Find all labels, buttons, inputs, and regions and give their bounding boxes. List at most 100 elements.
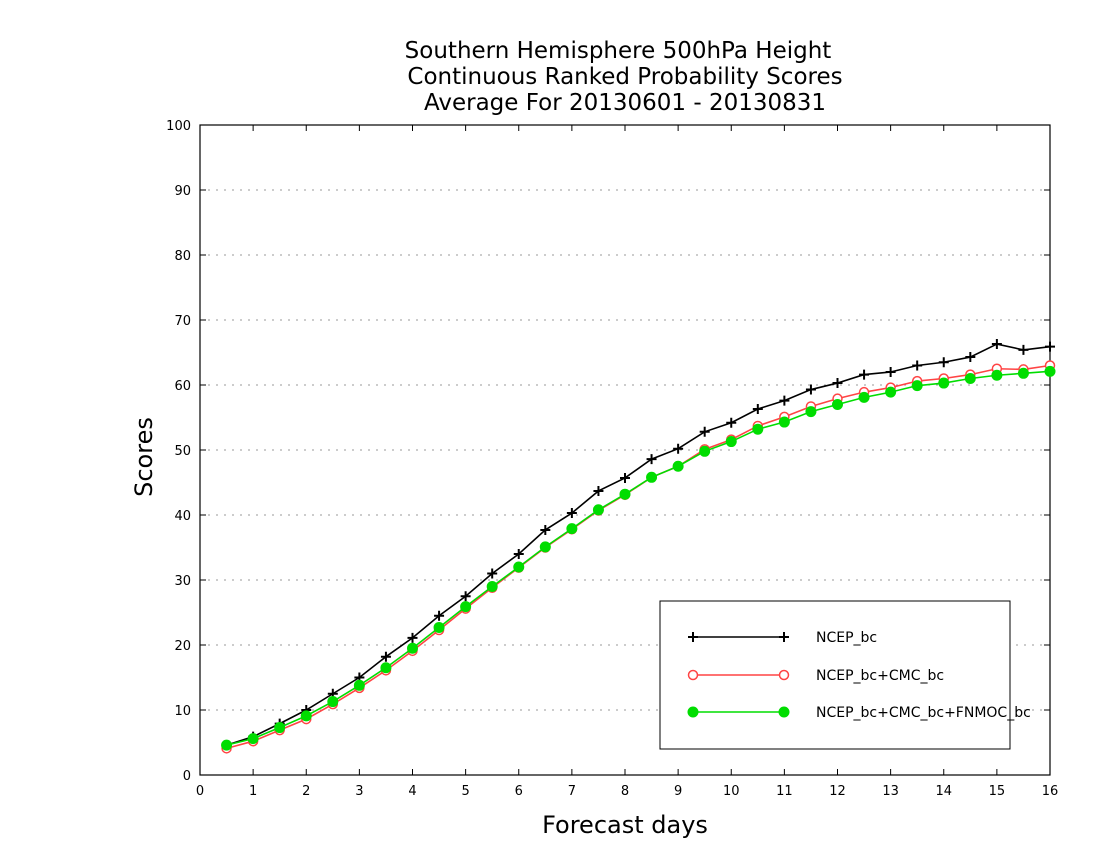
y-tick-label: 0 <box>183 769 191 784</box>
data-point-series-1 <box>832 378 843 389</box>
x-tick-label: 12 <box>829 784 846 799</box>
data-point-series-3 <box>247 733 259 745</box>
data-point-series-3 <box>407 642 418 654</box>
data-point-series-3 <box>327 696 339 708</box>
y-axis-label: Scores <box>130 417 158 497</box>
data-point-series-3 <box>911 380 923 392</box>
data-point-series-1 <box>566 508 577 519</box>
x-tick-label: 10 <box>723 784 740 799</box>
data-point-series-1 <box>434 610 445 621</box>
data-point-series-3 <box>274 722 286 734</box>
data-point-series-3 <box>539 541 551 553</box>
legend-marker <box>688 632 698 642</box>
x-tick-label: 7 <box>568 784 576 799</box>
legend-label: NCEP_bc+CMC_bc+FNMOC_bc <box>816 705 1031 721</box>
data-point-series-3 <box>858 391 870 403</box>
data-point-series-3 <box>646 471 658 483</box>
grid-lines <box>200 189 1050 711</box>
data-point-series-3 <box>433 621 445 633</box>
x-tick-label: 16 <box>1042 784 1059 799</box>
data-point-series-3 <box>1044 365 1056 377</box>
data-point-series-3 <box>592 504 604 516</box>
data-point-series-1 <box>540 524 551 535</box>
data-point-series-1 <box>965 352 976 363</box>
data-point-series-3 <box>619 488 631 500</box>
data-point-series-3 <box>460 601 472 613</box>
data-point-series-3 <box>300 710 312 722</box>
data-point-series-3 <box>938 377 950 389</box>
legend: NCEP_bc NCEP_bc+CMC_bc NCEP_bc+CMC_bc+FNMO… <box>659 600 1031 750</box>
y-tick-label: 20 <box>174 639 191 654</box>
legend-label: NCEP_bc <box>816 630 877 646</box>
data-point-series-3 <box>672 460 684 472</box>
data-point-series-3 <box>752 423 764 435</box>
x-tick-label: 13 <box>882 784 899 799</box>
data-point-series-3 <box>1017 367 1029 379</box>
data-point-series-1 <box>726 417 737 428</box>
data-point-series-3 <box>566 523 578 535</box>
legend-items: NCEP_bc NCEP_bc+CMC_bc NCEP_bc+CMC_bc+FNMO… <box>687 630 1031 721</box>
legend-marker <box>778 669 790 681</box>
series-line-1 <box>226 343 1051 746</box>
data-point-series-1 <box>779 395 790 406</box>
chart-title-line-1: Southern Hemisphere 500hPa Height <box>405 38 832 64</box>
legend-marker <box>687 706 699 718</box>
x-tick-label: 1 <box>249 784 257 799</box>
x-tick-label: 8 <box>621 784 629 799</box>
x-tick-label: 15 <box>989 784 1006 799</box>
legend-label: NCEP_bc+CMC_bc <box>816 668 944 684</box>
x-axis-label: Forecast days <box>542 811 708 839</box>
x-tick-label: 9 <box>674 784 682 799</box>
legend-marker <box>687 669 699 681</box>
x-tick-label: 6 <box>515 784 523 799</box>
data-point-series-1 <box>752 404 763 415</box>
data-point-series-3 <box>513 561 525 573</box>
data-point-series-3 <box>725 436 737 448</box>
series-layer <box>221 339 1056 754</box>
chart-title-line-3: Average For 20130601 - 20130831 <box>424 90 826 116</box>
data-point-series-1 <box>805 384 816 395</box>
data-point-series-3 <box>353 679 365 691</box>
legend-marker <box>778 706 790 718</box>
data-point-series-1 <box>699 426 710 437</box>
legend-marker <box>779 632 789 642</box>
data-point-series-1 <box>380 651 391 662</box>
data-point-series-1 <box>1018 344 1029 355</box>
chart-title-line-2: Continuous Ranked Probability Scores <box>407 64 842 90</box>
y-tick-label: 100 <box>166 119 191 134</box>
data-point-series-3 <box>991 369 1003 381</box>
data-point-series-3 <box>486 581 498 592</box>
legend-item-1: NCEP_bc <box>688 630 877 646</box>
data-point-series-1 <box>912 360 923 371</box>
data-point-series-1 <box>620 472 630 483</box>
x-tick-label: 2 <box>302 784 310 799</box>
data-point-series-1 <box>593 485 604 496</box>
series-group-3 <box>221 365 1056 751</box>
legend-item-2: NCEP_bc+CMC_bc <box>687 668 944 684</box>
y-tick-label: 60 <box>174 379 191 394</box>
data-point-series-1 <box>991 339 1002 350</box>
y-tick-label: 50 <box>174 444 191 459</box>
x-tick-label: 4 <box>408 784 416 799</box>
data-point-series-3 <box>805 406 817 418</box>
data-point-series-1 <box>859 369 870 380</box>
y-tick-label: 40 <box>174 509 191 524</box>
data-point-series-1 <box>885 367 896 377</box>
y-tick-label: 90 <box>174 184 191 199</box>
data-point-series-3 <box>221 739 233 751</box>
data-point-series-3 <box>885 386 897 398</box>
y-tick-label: 80 <box>174 249 191 264</box>
x-tick-label: 5 <box>461 784 469 799</box>
data-point-series-3 <box>778 416 790 428</box>
legend-item-3: NCEP_bc+CMC_bc+FNMOC_bc <box>687 705 1031 721</box>
x-tick-label: 3 <box>355 784 363 799</box>
y-tick-label: 30 <box>174 574 191 589</box>
y-tick-label: 10 <box>174 704 191 719</box>
data-point-series-3 <box>964 373 976 384</box>
data-point-series-1 <box>513 549 524 559</box>
y-tick-label: 70 <box>174 314 191 329</box>
data-point-series-1 <box>407 632 418 643</box>
